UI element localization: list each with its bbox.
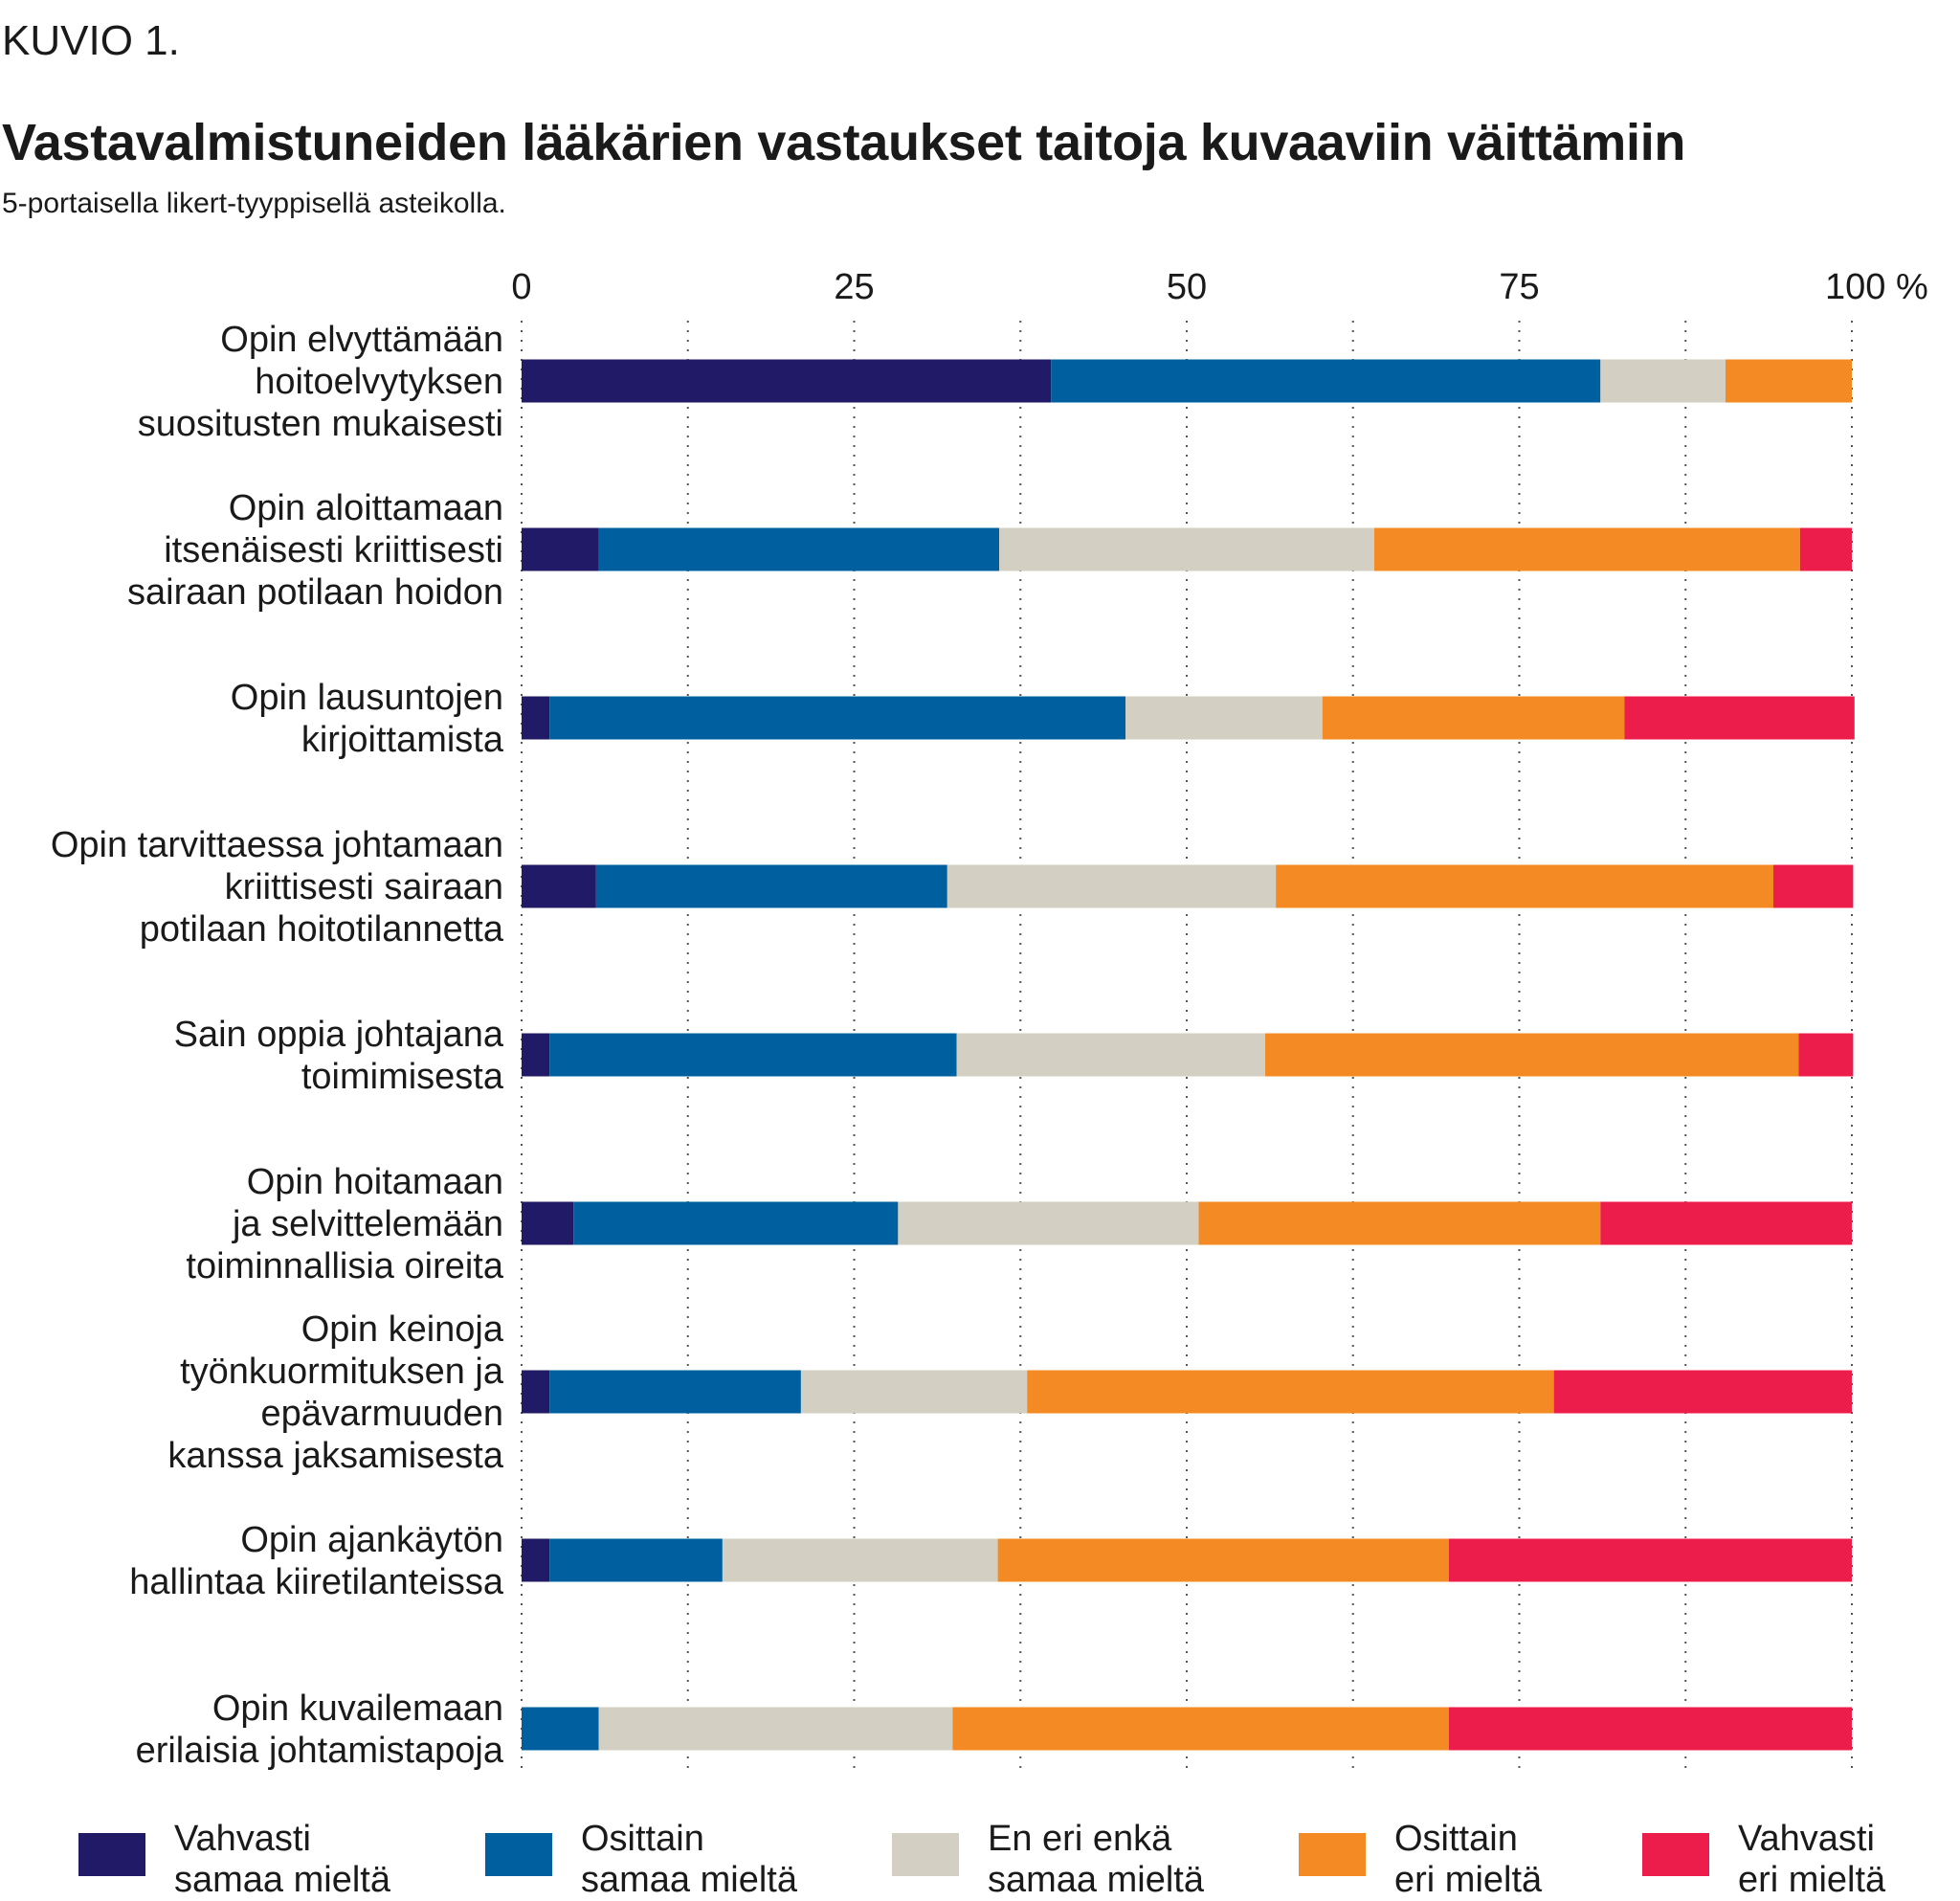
bar-segment — [522, 696, 550, 740]
bar-segment — [722, 1538, 998, 1582]
bar-segment — [800, 1370, 1028, 1414]
bar-segment — [1600, 1201, 1852, 1245]
bar-segment — [598, 527, 1000, 571]
bar-segment — [1051, 359, 1601, 403]
bar-segment — [1276, 864, 1773, 908]
category-label-line: Opin tarvittaessa johtamaan — [51, 825, 503, 865]
bar-segment — [522, 1033, 550, 1077]
bar-segment — [1624, 696, 1855, 740]
x-axis-ticks: 0 25 50 75 100 % — [511, 267, 1927, 307]
category-label: Opin hoitamaan ja selvittelemään toiminnal… — [186, 1162, 503, 1286]
legend-label: Vahvasti eri mieltä — [1738, 1819, 1886, 1900]
category-label-line: erilaisia johtamistapoja — [136, 1731, 504, 1771]
legend-swatch — [1299, 1833, 1366, 1876]
category-label: Opin tarvittaessa johtamaan kriittisesti … — [51, 825, 504, 950]
category-label: Opin kuvailemaan erilaisia johtamistapoja — [136, 1689, 504, 1771]
category-label-line: epävarmuuden — [260, 1394, 503, 1434]
category-label-line: hoitoelvytyksen — [255, 362, 503, 402]
legend-swatch — [1642, 1833, 1709, 1876]
category-label: Opin lausuntojen kirjoittamista — [231, 678, 504, 760]
bar-segment — [595, 864, 947, 908]
bar-segment — [1772, 864, 1854, 908]
bar-segment — [1322, 696, 1625, 740]
category-label-line: Opin aloittamaan — [229, 488, 503, 528]
x-tick-label: 25 — [834, 267, 874, 307]
bar-segment — [999, 527, 1374, 571]
bar-segment — [549, 696, 1126, 740]
category-label-line: kirjoittamista — [301, 720, 504, 760]
chart-subtitle: 5-portaisella likert-tyyppisellä asteiko… — [2, 188, 506, 219]
bar-segment — [522, 864, 596, 908]
category-label-line: kriittisesti sairaan — [225, 867, 503, 907]
bar-segment — [522, 1201, 574, 1245]
category-label-line: toiminnallisia oireita — [186, 1246, 503, 1286]
bar-segment — [956, 1033, 1266, 1077]
bar-segment — [522, 1707, 599, 1751]
bar-segment — [1265, 1033, 1799, 1077]
bar-segment — [1198, 1201, 1601, 1245]
category-label-line: Sain oppia johtajana — [174, 1015, 504, 1055]
legend-swatch — [485, 1833, 552, 1876]
category-label: Opin aloittamaan itsenäisesti kriittisest… — [127, 488, 503, 613]
x-tick-label: 75 — [1499, 267, 1539, 307]
category-label-line: työnkuormituksen ja — [180, 1352, 504, 1392]
category-label-line: Opin hoitamaan — [247, 1162, 503, 1202]
bar-segment — [952, 1707, 1449, 1751]
bar-segment — [522, 527, 599, 571]
category-label-line: suositusten mukaisesti — [138, 404, 503, 444]
category-label-line: toimimisesta — [301, 1057, 504, 1097]
bar-segment — [898, 1201, 1199, 1245]
category-label-line: Opin lausuntojen — [231, 678, 503, 718]
bar-segment — [1125, 696, 1323, 740]
category-label: Sain oppia johtajana toimimisesta — [174, 1015, 504, 1097]
category-label-line: Opin elvyttämään — [220, 320, 503, 360]
category-label-line: kanssa jaksamisesta — [167, 1436, 503, 1476]
category-label-line: Opin kuvailemaan — [212, 1689, 503, 1729]
bar-segments — [522, 359, 1855, 1751]
chart-title: Vastavalmistuneiden lääkärien vastaukset… — [2, 114, 1686, 171]
legend-label: Vahvasti samaa mieltä — [174, 1819, 390, 1900]
bar-segment — [1027, 1370, 1554, 1414]
category-label: Opin elvyttämään hoitoelvytyksen suositust… — [138, 320, 503, 444]
category-label-line: sairaan potilaan hoidon — [127, 572, 503, 613]
bar-segment — [598, 1707, 953, 1751]
bar-segment — [1373, 527, 1800, 571]
legend-swatch — [78, 1833, 145, 1876]
category-label-line: potilaan hoitotilannetta — [140, 909, 504, 950]
bar-segment — [1799, 527, 1852, 571]
category-label-line: Opin ajankäytön — [240, 1520, 503, 1560]
x-tick-label: 0 — [511, 267, 531, 307]
category-label-line: Opin keinoja — [301, 1309, 504, 1350]
bar-segment — [1448, 1707, 1852, 1751]
bar-segment — [1600, 359, 1726, 403]
bar-segment — [997, 1538, 1449, 1582]
bar-segment — [522, 359, 1052, 403]
bar-segment — [1725, 359, 1852, 403]
bar-segment — [573, 1201, 899, 1245]
bar-segment — [1553, 1370, 1852, 1414]
category-labels: Opin elvyttämään hoitoelvytyksen suositust… — [51, 320, 504, 1771]
bar-segment — [549, 1538, 723, 1582]
category-label-line: ja selvittelemään — [232, 1204, 503, 1244]
category-label: Opin ajankäytön hallintaa kiiretilanteiss… — [129, 1520, 504, 1602]
legend-label: Osittain eri mieltä — [1394, 1819, 1543, 1900]
bar-segment — [947, 864, 1277, 908]
legend-label: Osittain samaa mieltä — [581, 1819, 797, 1900]
bar-segment — [549, 1370, 801, 1414]
bar-segment — [522, 1538, 550, 1582]
stacked-bar-chart: 0 25 50 75 100 % Opin elvyttämään hoitoelvyty… — [51, 267, 1928, 1776]
category-label: Opin keinoja työnkuormituksen ja epävarmuu… — [167, 1309, 503, 1476]
legend: Vahvasti samaa mieltä Osittain samaa mieltä… — [0, 1819, 1960, 1900]
bar-segment — [1448, 1538, 1852, 1582]
x-tick-label: 100 % — [1825, 267, 1928, 307]
legend-swatch — [892, 1833, 959, 1876]
category-label-line: hallintaa kiiretilanteissa — [129, 1562, 504, 1602]
x-tick-label: 50 — [1167, 267, 1207, 307]
figure-label: KUVIO 1. — [2, 17, 180, 64]
bar-segment — [549, 1033, 957, 1077]
bar-segment — [522, 1370, 550, 1414]
category-label-line: itsenäisesti kriittisesti — [164, 530, 503, 570]
legend-label: En eri enkä samaa mieltä — [988, 1819, 1204, 1900]
bar-segment — [1798, 1033, 1854, 1077]
